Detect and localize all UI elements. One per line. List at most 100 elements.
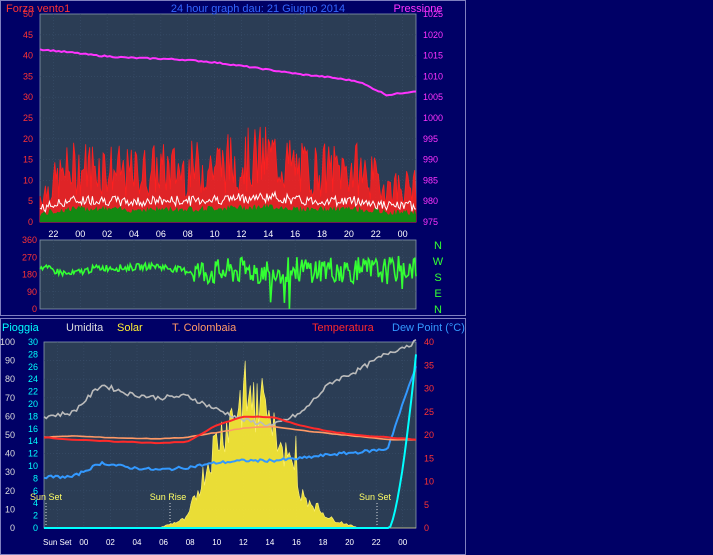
series-temperature — [43, 415, 417, 445]
wind-axis-tick-label: 5 — [28, 196, 33, 206]
wind-axis-tick-label: 50 — [23, 9, 33, 19]
series-wind-direction — [39, 255, 417, 310]
climate-time-tick-label: 14 — [265, 538, 274, 547]
rain-axis-tick-label: 4 — [33, 498, 38, 508]
direction-plot-area — [39, 239, 417, 310]
compass-east-label: E — [434, 288, 441, 300]
rain-axis-tick-label: 8 — [33, 473, 38, 483]
pressure-axis-tick-label: 985 — [423, 175, 438, 185]
climate-time-tick-label: 06 — [159, 538, 168, 547]
temperature-axis-tick-label: 15 — [424, 453, 434, 463]
series-pressure — [39, 48, 417, 97]
legend-indoor-temp: T. Colombaia — [172, 322, 237, 334]
legend-solar: Solar — [117, 322, 143, 334]
series-indoor-temperature — [43, 425, 417, 441]
pressure-axis-tick-label: 1025 — [423, 9, 443, 19]
pressure-axis-tick-label: 990 — [423, 155, 438, 165]
direction-axis-tick-label: 360 — [22, 235, 37, 245]
top-section-frame — [0, 0, 466, 316]
climate-time-tick-label: 02 — [106, 538, 115, 547]
sun-set-annotation-left: Sun Set — [30, 492, 63, 502]
climate-time-tick-label: 04 — [133, 538, 142, 547]
rain-axis-tick-label: 12 — [28, 449, 38, 459]
wind-axis-tick-label: 45 — [23, 30, 33, 40]
climate-time-tick-label: 12 — [239, 538, 248, 547]
direction-axis-tick-label: 0 — [32, 304, 37, 314]
sun-rise-annotation: Sun Rise — [150, 492, 187, 502]
chart-title: 24 hour graph dau: 21 Giugno 2014 — [171, 3, 345, 15]
compass-north-bottom-label: N — [434, 304, 442, 316]
pressure-axis-tick-label: 1020 — [423, 30, 443, 40]
direction-axis-tick-label: 180 — [22, 270, 37, 280]
temperature-axis-tick-label: 0 — [424, 523, 429, 533]
wind-time-tick-label: 10 — [210, 229, 220, 239]
humidity-axis-tick-label: 0 — [10, 523, 15, 533]
rain-axis-tick-label: 24 — [28, 374, 38, 384]
climate-time-tick-label: Sun Set — [43, 538, 72, 547]
wind-speed-label: Forza vento1 — [6, 3, 70, 15]
pressure-axis-tick-label: 1000 — [423, 113, 443, 123]
pressure-label: Pressione — [394, 3, 443, 15]
wind-axis-tick-label: 35 — [23, 71, 33, 81]
climate-time-tick-label: 00 — [398, 538, 407, 547]
wind-time-tick-label: 02 — [102, 229, 112, 239]
humidity-axis-tick-label: 40 — [5, 449, 15, 459]
legend-humidity: Umidita — [66, 322, 104, 334]
humidity-axis-tick-label: 50 — [5, 430, 15, 440]
wind-time-tick-label: 20 — [344, 229, 354, 239]
wind-time-tick-label: 22 — [371, 229, 381, 239]
wind-axis-tick-label: 30 — [23, 92, 33, 102]
direction-axis-tick-label: 90 — [27, 287, 37, 297]
pressure-axis-tick-label: 975 — [423, 217, 438, 227]
rain-axis-tick-label: 14 — [28, 436, 38, 446]
humidity-axis-tick-label: 20 — [5, 486, 15, 496]
rain-axis-tick-label: 2 — [33, 511, 38, 521]
pressure-axis-tick-label: 1010 — [423, 71, 443, 81]
climate-time-tick-label: 18 — [319, 538, 328, 547]
chart-series — [39, 48, 417, 529]
temperature-axis-tick-label: 20 — [424, 430, 434, 440]
rain-axis-tick-label: 10 — [28, 461, 38, 471]
legend-temperature: Temperatura — [312, 322, 375, 334]
wind-time-tick-label: 06 — [156, 229, 166, 239]
wind-axis-tick-label: 25 — [23, 113, 33, 123]
direction-axis-tick-label: 270 — [22, 252, 37, 262]
wind-axis-tick-label: 40 — [23, 51, 33, 61]
humidity-axis-tick-label: 60 — [5, 411, 15, 421]
rain-axis-tick-label: 22 — [28, 387, 38, 397]
rain-axis-tick-label: 6 — [33, 486, 38, 496]
compass-south-label: S — [434, 272, 441, 284]
temperature-axis-tick-label: 35 — [424, 360, 434, 370]
sun-set-annotation-right: Sun Set — [359, 492, 392, 502]
wind-time-tick-label: 14 — [263, 229, 273, 239]
climate-time-tick-label: 08 — [186, 538, 195, 547]
climate-time-tick-label: 16 — [292, 538, 301, 547]
wind-time-tick-label: 04 — [129, 229, 139, 239]
series-dew-point — [43, 365, 417, 480]
series-wind-average — [40, 203, 416, 222]
temperature-axis-tick-label: 10 — [424, 477, 434, 487]
pressure-axis-tick-label: 1015 — [423, 51, 443, 61]
compass-west-label: W — [433, 256, 444, 268]
humidity-axis-tick-label: 100 — [0, 337, 15, 347]
series-wind-gust — [39, 190, 417, 213]
pressure-axis-tick-label: 980 — [423, 196, 438, 206]
wind-axis-tick-label: 0 — [28, 217, 33, 227]
climate-time-tick-label: 20 — [345, 538, 354, 547]
legend-dew-point: Dew Point (°C) — [392, 322, 465, 334]
humidity-axis-tick-label: 90 — [5, 356, 15, 366]
temperature-axis-tick-label: 40 — [424, 337, 434, 347]
humidity-axis-tick-label: 70 — [5, 393, 15, 403]
series-humidity — [43, 339, 417, 427]
rain-axis-tick-label: 16 — [28, 424, 38, 434]
climate-time-tick-label: 22 — [372, 538, 381, 547]
wind-time-tick-label: 00 — [398, 229, 408, 239]
series-wind-speed — [39, 126, 417, 223]
wind-time-tick-label: 22 — [48, 229, 58, 239]
humidity-axis-tick-label: 30 — [5, 467, 15, 477]
series-rain — [44, 354, 417, 529]
wind-axis-tick-label: 20 — [23, 134, 33, 144]
wind-time-tick-label: 08 — [183, 229, 193, 239]
wind-axis-tick-label: 15 — [23, 155, 33, 165]
